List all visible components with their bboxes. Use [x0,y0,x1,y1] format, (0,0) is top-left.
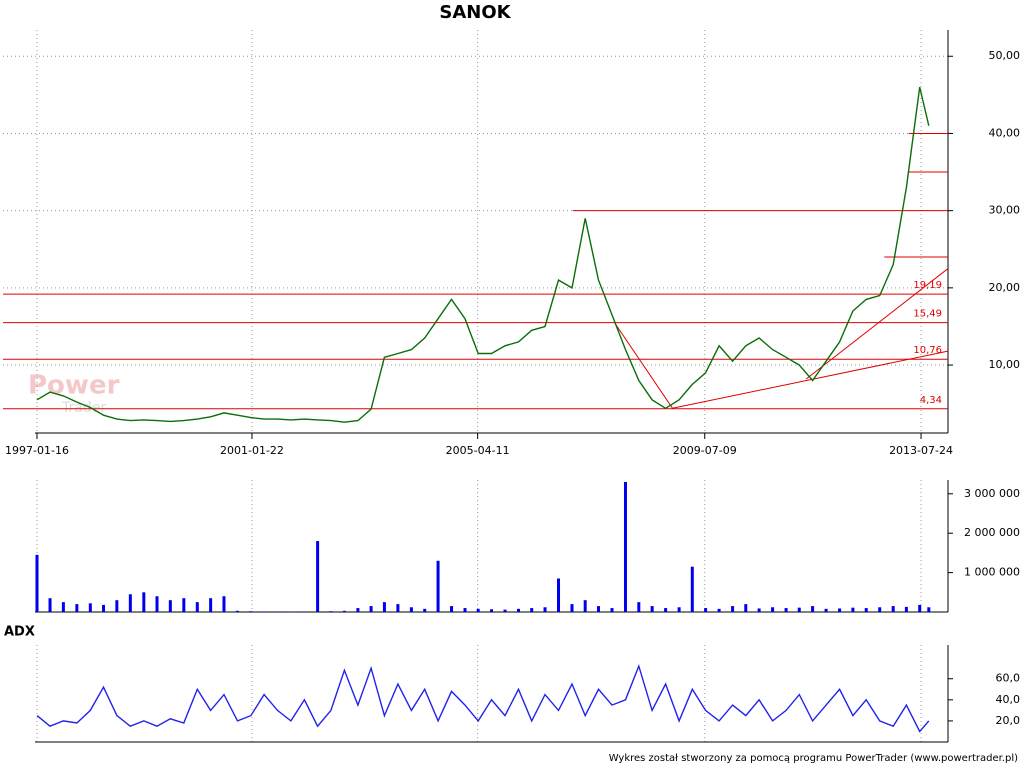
volume-bar [75,604,79,612]
volume-bar [570,604,574,612]
x-tick-label: 2001-01-22 [220,444,284,457]
volume-bar [637,602,641,612]
y-tick-label: 2 000 000 [964,526,1020,539]
volume-bar [918,604,922,612]
volume-bar [209,598,213,612]
volume-bar [824,608,828,612]
trend-line [672,350,949,409]
y-tick-label: 3 000 000 [964,487,1020,500]
volume-bar [316,541,320,612]
panel-title: ADX [4,625,35,640]
volume-bar [517,608,521,612]
volume-bar [463,608,467,612]
volume-bar [128,594,132,612]
volume-bar [195,602,199,612]
volume-bar [784,608,788,612]
volume-bar [490,609,494,612]
volume-bar [382,602,386,612]
volume-bar [891,606,895,612]
data-line [36,663,930,733]
volume-bar [851,607,855,612]
volume-bar [436,560,440,612]
volume-bar [423,608,427,612]
volume-bar [450,606,454,612]
volume-bar [61,602,65,612]
volume-bar [329,611,333,612]
volume-bar [543,607,547,612]
y-tick-label: 10,00 [989,358,1021,371]
volume-bar [302,611,306,612]
volume-bar [597,606,601,612]
volume-bar [811,606,815,612]
volume-bar [275,611,279,612]
chart-title: SANOK [439,2,511,23]
y-tick-label: 60,0 [996,672,1021,685]
volume-bar [731,606,735,612]
trend-line [614,322,673,409]
y-tick-label: 30,00 [989,204,1021,217]
x-tick-label: 1997-01-16 [5,444,69,457]
watermark: Trader [61,400,106,416]
watermark: Power [28,371,120,401]
volume-bar [262,611,266,612]
volume-bar [249,611,253,612]
data-line [36,86,930,423]
trend-line [805,268,949,380]
volume-bar [744,604,748,612]
level-label: 10,76 [913,345,942,356]
volume-bar [704,608,708,612]
volume-bar [115,600,119,612]
volume-bar [583,600,587,612]
y-tick-label: 20,0 [996,714,1021,727]
volume-bar [623,481,627,612]
volume-bar [904,606,908,612]
y-tick-label: 50,00 [989,49,1021,62]
volume-bar [396,604,400,612]
volume-bar [409,607,413,612]
volume-bar [142,592,146,612]
volume-bar [530,608,534,612]
volume-bar [235,610,239,612]
volume-bar [102,604,106,612]
volume-bar [838,608,842,612]
y-tick-label: 40,00 [989,126,1021,139]
volume-bar [168,600,172,612]
volume-bar [797,607,801,612]
volume-bar [88,603,92,612]
volume-bar [476,608,480,612]
volume-bar [182,598,186,612]
volume-bar [356,608,360,612]
footer: Wykres został stworzony za pomocą progra… [609,753,1018,764]
x-tick-label: 2009-07-09 [673,444,737,457]
y-tick-label: 1 000 000 [964,566,1020,579]
level-label: 15,49 [913,309,942,320]
volume-bar [222,596,226,612]
volume-bar [155,596,159,612]
volume-bar [342,610,346,612]
volume-bar [369,606,373,612]
volume-bar [690,566,694,612]
volume-bar [717,608,721,612]
volume-bar [48,598,52,612]
volume-bar [610,608,614,612]
volume-bar [677,607,681,612]
level-label: 4,34 [920,395,942,406]
volume-bar [878,607,882,612]
volume-bar [503,609,507,612]
y-tick-label: 40,0 [996,693,1021,706]
y-tick-label: 20,00 [989,281,1021,294]
volume-bar [650,606,654,612]
volume-bar [35,554,39,612]
volume-bar [664,608,668,612]
volume-bar [771,607,775,612]
level-label: 19,19 [913,280,942,291]
x-tick-label: 2005-04-11 [446,444,510,457]
x-tick-label: 2013-07-24 [889,444,953,457]
volume-bar [864,608,868,612]
volume-bar [927,607,931,612]
volume-bar [757,608,761,612]
volume-bar [557,578,561,612]
